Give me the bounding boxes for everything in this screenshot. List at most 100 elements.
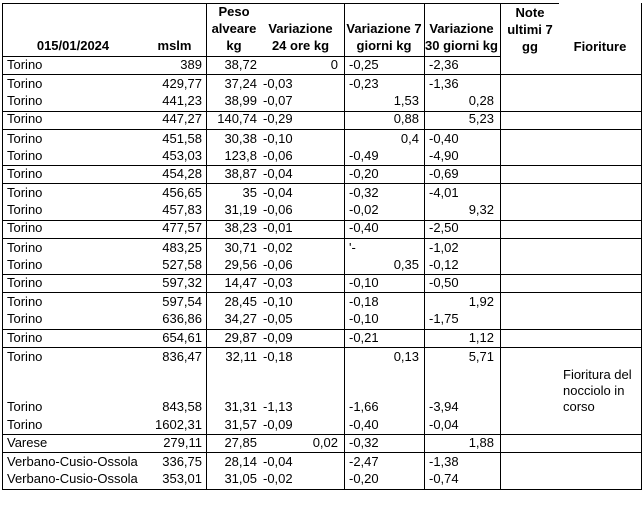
cell-variazione-24-ore: -0,18 bbox=[259, 348, 345, 367]
cell-variazione-7-giorni: -1,66 bbox=[345, 366, 425, 417]
cell-fioriture bbox=[559, 471, 641, 488]
cell-fioriture bbox=[559, 417, 641, 434]
table-row: Torino 457,83 31,19 -0,06 -0,02 9,32 bbox=[2, 202, 642, 221]
beehive-weight-table: 015/01/2024 mslm Peso alveare kg Variazi… bbox=[2, 3, 642, 490]
cell-mslm: 441,23 bbox=[143, 93, 207, 111]
cell-variazione-24-ore: -0,04 bbox=[259, 453, 345, 472]
cell-note bbox=[501, 366, 559, 417]
cell-variazione-24-ore: -0,04 bbox=[259, 166, 345, 184]
cell-mslm: 1602,31 bbox=[143, 416, 207, 434]
cell-variazione-24-ore: -0,07 bbox=[259, 93, 345, 111]
cell-fioriture bbox=[559, 312, 641, 329]
cell-location: Torino bbox=[7, 202, 43, 218]
cell-note bbox=[501, 471, 559, 488]
cell-note bbox=[501, 257, 559, 274]
cell-location: Torino bbox=[7, 311, 43, 327]
cell-fioriture bbox=[559, 130, 641, 148]
cell-fioriture bbox=[559, 435, 641, 452]
cell-peso-alveare-kg: 29,56 bbox=[224, 257, 257, 272]
table-row: Torino 597,32 14,47 -0,03 -0,10 -0,50 bbox=[2, 275, 642, 294]
cell-peso-alveare-kg: 38,72 bbox=[224, 57, 257, 72]
cell-fioriture bbox=[559, 330, 641, 347]
cell-variazione-7-giorni: -0,49 bbox=[345, 147, 425, 166]
cell-note bbox=[501, 130, 559, 148]
cell-mslm: 654,61 bbox=[143, 329, 207, 347]
cell-note bbox=[501, 348, 559, 366]
table-header-row: 015/01/2024 mslm Peso alveare kg Variazi… bbox=[2, 3, 642, 57]
cell-location: Torino bbox=[7, 329, 43, 345]
cell-fioriture bbox=[559, 257, 641, 274]
cell-location: Torino bbox=[7, 185, 43, 201]
cell-mslm: 389 bbox=[143, 57, 207, 75]
cell-note bbox=[501, 166, 559, 183]
cell-note bbox=[501, 221, 559, 238]
table-row: Torino 527,58 29,56 -0,06 0,35 -0,12 bbox=[2, 257, 642, 276]
cell-peso-alveare-kg: 14,47 bbox=[224, 275, 257, 291]
cell-location: Torino bbox=[7, 257, 43, 272]
table-row: Torino 597,54 28,45 -0,10 -0,18 1,92 bbox=[2, 293, 642, 312]
cell-variazione-24-ore: -0,04 bbox=[259, 184, 345, 203]
cell-variazione-24-ore: 0,02 bbox=[259, 434, 345, 453]
cell-location: Torino bbox=[7, 239, 43, 255]
cell-peso-alveare-kg: 29,87 bbox=[224, 329, 257, 345]
cell-peso-alveare-kg: 30,38 bbox=[224, 130, 257, 146]
cell-variazione-24-ore: 0 bbox=[259, 57, 345, 75]
cell-variazione-24-ore: -0,02 bbox=[259, 471, 345, 489]
cell-fioriture bbox=[559, 453, 641, 471]
cell-variazione-24-ore: -0,10 bbox=[259, 129, 345, 148]
cell-variazione-30-giorni: -1,75 bbox=[425, 311, 501, 329]
cell-note bbox=[501, 203, 559, 220]
header-variazione-7-giorni: Variazione 7 giorni kg bbox=[345, 3, 425, 57]
cell-mslm: 336,75 bbox=[143, 453, 207, 472]
cell-note bbox=[501, 417, 559, 434]
cell-variazione-7-giorni: 1,53 bbox=[345, 93, 425, 111]
cell-location: Torino bbox=[7, 75, 43, 91]
cell-peso-alveare-kg: 37,24 bbox=[224, 75, 257, 91]
cell-variazione-30-giorni: -0,69 bbox=[425, 166, 501, 184]
header-date: 015/01/2024 bbox=[3, 3, 143, 57]
cell-peso-alveare-kg: 28,14 bbox=[224, 453, 257, 469]
cell-variazione-30-giorni: -0,74 bbox=[425, 471, 501, 489]
cell-variazione-24-ore: -0,29 bbox=[259, 111, 345, 129]
cell-fioriture bbox=[559, 221, 641, 238]
cell-variazione-30-giorni: 9,32 bbox=[425, 202, 501, 220]
cell-note bbox=[501, 93, 559, 110]
cell-peso-alveare-kg: 140,74 bbox=[217, 111, 257, 127]
cell-fioriture bbox=[559, 93, 641, 110]
cell-variazione-24-ore: -0,10 bbox=[259, 293, 345, 312]
cell-note bbox=[501, 435, 559, 452]
cell-peso-alveare-kg: 31,57 bbox=[224, 416, 257, 432]
cell-variazione-24-ore: -0,03 bbox=[259, 75, 345, 94]
cell-fioriture bbox=[559, 348, 641, 366]
cell-variazione-7-giorni: 0,88 bbox=[345, 111, 425, 129]
cell-variazione-7-giorni: -0,40 bbox=[345, 220, 425, 238]
cell-peso-alveare-kg: 35 bbox=[242, 185, 257, 201]
cell-location: Torino bbox=[7, 399, 43, 415]
cell-note bbox=[501, 75, 559, 93]
cell-variazione-30-giorni: -1,02 bbox=[425, 238, 501, 258]
cell-peso-alveare-kg: 123,8 bbox=[224, 147, 257, 163]
cell-location: Torino bbox=[7, 275, 43, 291]
cell-mslm: 477,57 bbox=[143, 220, 207, 238]
cell-variazione-24-ore: -0,01 bbox=[259, 220, 345, 238]
cell-fioriture bbox=[559, 57, 641, 74]
cell-note bbox=[501, 57, 559, 74]
header-fioriture: Fioriture bbox=[573, 39, 627, 54]
cell-fioriture bbox=[559, 203, 641, 220]
cell-mslm: 843,58 bbox=[143, 366, 207, 417]
cell-peso-alveare-kg: 27,85 bbox=[224, 434, 257, 450]
cell-mslm: 429,77 bbox=[143, 75, 207, 94]
header-mslm: mslm bbox=[143, 3, 207, 57]
table-row: Verbano-Cusio-Ossola 353,01 31,05 -0,02 -0,2… bbox=[2, 471, 642, 490]
cell-mslm: 527,58 bbox=[143, 257, 207, 275]
cell-variazione-7-giorni: -0,20 bbox=[345, 471, 425, 489]
cell-peso-alveare-kg: 38,23 bbox=[224, 220, 257, 236]
cell-fioriture bbox=[559, 184, 641, 202]
table-row: Torino 453,03 123,8 -0,06 -0,49 -4,90 bbox=[2, 147, 642, 167]
cell-variazione-30-giorni: 1,12 bbox=[425, 329, 501, 347]
cell-variazione-7-giorni: -0,18 bbox=[345, 293, 425, 312]
cell-variazione-7-giorni: -0,32 bbox=[345, 184, 425, 203]
cell-variazione-24-ore: -0,09 bbox=[259, 329, 345, 347]
cell-fioriture bbox=[559, 112, 641, 129]
